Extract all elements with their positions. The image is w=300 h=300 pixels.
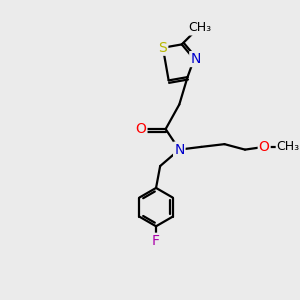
Text: CH₃: CH₃ — [188, 22, 211, 34]
Text: O: O — [259, 140, 270, 154]
Text: O: O — [136, 122, 146, 136]
Text: F: F — [152, 234, 160, 248]
Text: N: N — [174, 142, 184, 157]
Text: CH₃: CH₃ — [277, 140, 300, 153]
Text: N: N — [190, 52, 201, 66]
Text: S: S — [158, 41, 167, 55]
